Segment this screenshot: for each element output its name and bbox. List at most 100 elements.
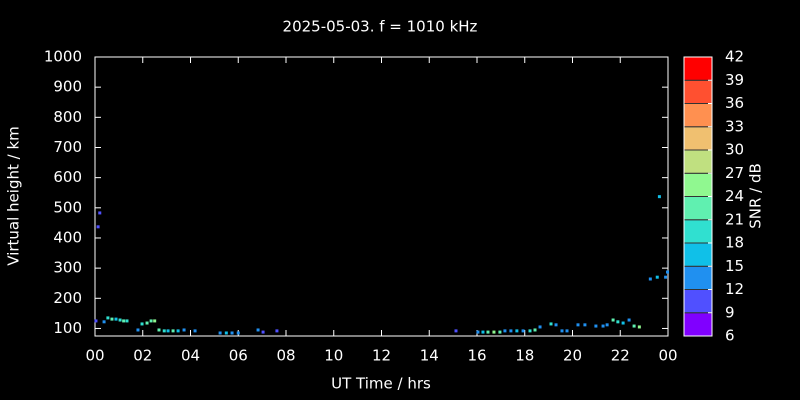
y-tick-label: 200 (53, 289, 82, 307)
colorbar-tick-label: 9 (725, 303, 735, 321)
data-point (106, 316, 110, 320)
y-tick-label: 800 (53, 108, 82, 126)
data-point (261, 330, 265, 334)
data-point (549, 322, 553, 326)
y-axis-label: Virtual height / km (5, 126, 23, 265)
data-point (605, 323, 609, 327)
colorbar-label: SNR / dB (747, 163, 765, 229)
data-point (655, 275, 659, 279)
data-point (627, 318, 631, 322)
data-point (157, 328, 161, 332)
x-tick-label: 00 (658, 347, 677, 365)
data-point (110, 317, 114, 321)
colorbar-tick-label: 27 (725, 164, 744, 182)
data-point (601, 324, 605, 328)
data-point (538, 325, 542, 329)
y-tick-label: 900 (53, 78, 82, 96)
x-tick-label: 04 (181, 347, 200, 365)
y-tick-label: 700 (53, 138, 82, 156)
data-point (98, 211, 102, 215)
colorbar-tick-label: 39 (725, 71, 744, 89)
data-point (616, 320, 620, 324)
data-point (476, 330, 480, 334)
data-point (492, 330, 496, 334)
colorbar-swatch (683, 219, 713, 244)
colorbar-swatch (683, 312, 713, 337)
x-tick-label: 16 (467, 347, 486, 365)
data-point (102, 320, 106, 324)
colorbar-tick-label: 24 (725, 187, 744, 205)
colorbar-tick-label: 42 (725, 48, 744, 66)
data-point (153, 319, 157, 323)
data-point (503, 329, 507, 333)
x-tick-label: 14 (420, 347, 439, 365)
colorbar-tick-label: 30 (725, 141, 744, 159)
x-tick-label: 06 (229, 347, 248, 365)
data-point (666, 270, 670, 274)
data-point (481, 330, 485, 334)
data-point (521, 329, 525, 333)
chart-title: 2025-05-03. f = 1010 kHz (283, 18, 478, 36)
x-tick-label: 08 (276, 347, 295, 365)
x-axis-label: UT Time / hrs (331, 375, 431, 393)
y-tick-label: 600 (53, 168, 82, 186)
data-point (498, 330, 502, 334)
data-point (230, 331, 234, 335)
data-point (664, 275, 668, 279)
data-point (621, 321, 625, 325)
data-point (193, 329, 197, 333)
x-tick-label: 18 (515, 347, 534, 365)
colorbar-swatch (683, 242, 713, 267)
data-point (576, 323, 580, 327)
colorbar-tick-label: 33 (725, 117, 744, 135)
y-tick-label: 400 (53, 228, 82, 246)
data-point (594, 324, 598, 328)
data-point (125, 319, 129, 323)
data-point (218, 331, 222, 335)
data-point (275, 329, 279, 333)
data-point (554, 323, 558, 327)
data-point (114, 317, 118, 321)
x-tick-label: 12 (372, 347, 391, 365)
y-tick-label: 1000 (44, 48, 82, 66)
data-point (149, 319, 153, 323)
data-point (528, 329, 532, 333)
x-tick-label: 20 (563, 347, 582, 365)
data-point (509, 329, 513, 333)
colorbar-swatch (683, 56, 713, 81)
colorbar-swatch (683, 172, 713, 197)
colorbar-swatch (683, 265, 713, 290)
colorbar-swatch (683, 196, 713, 221)
data-point (118, 318, 122, 322)
data-point (171, 329, 175, 333)
data-point (236, 331, 240, 335)
data-point (162, 329, 166, 333)
colorbar-tick-label: 36 (725, 94, 744, 112)
x-tick-label: 10 (324, 347, 343, 365)
data-point (583, 323, 587, 327)
data-point (140, 322, 144, 326)
data-point (136, 328, 140, 332)
data-point (256, 328, 260, 332)
y-tick-label: 100 (53, 319, 82, 337)
data-point (176, 329, 180, 333)
data-point (533, 328, 537, 332)
data-point (611, 318, 615, 322)
x-tick-label: 02 (133, 347, 152, 365)
x-tick-label: 00 (85, 347, 104, 365)
colorbar-tick-label: 18 (725, 234, 744, 252)
colorbar-tick-label: 21 (725, 210, 744, 228)
data-point (515, 329, 519, 333)
data-point (565, 329, 569, 333)
data-point (96, 225, 100, 229)
colorbar-tick-label: 12 (725, 280, 744, 298)
colorbar-tick-label: 6 (725, 327, 735, 345)
data-point (166, 329, 170, 333)
x-tick-label: 22 (611, 347, 630, 365)
data-point (632, 324, 636, 328)
data-point (657, 195, 661, 199)
colorbar-tick-label: 15 (725, 257, 744, 275)
y-tick-label: 500 (53, 198, 82, 216)
colorbar-swatch (683, 126, 713, 151)
y-tick-label: 300 (53, 259, 82, 277)
